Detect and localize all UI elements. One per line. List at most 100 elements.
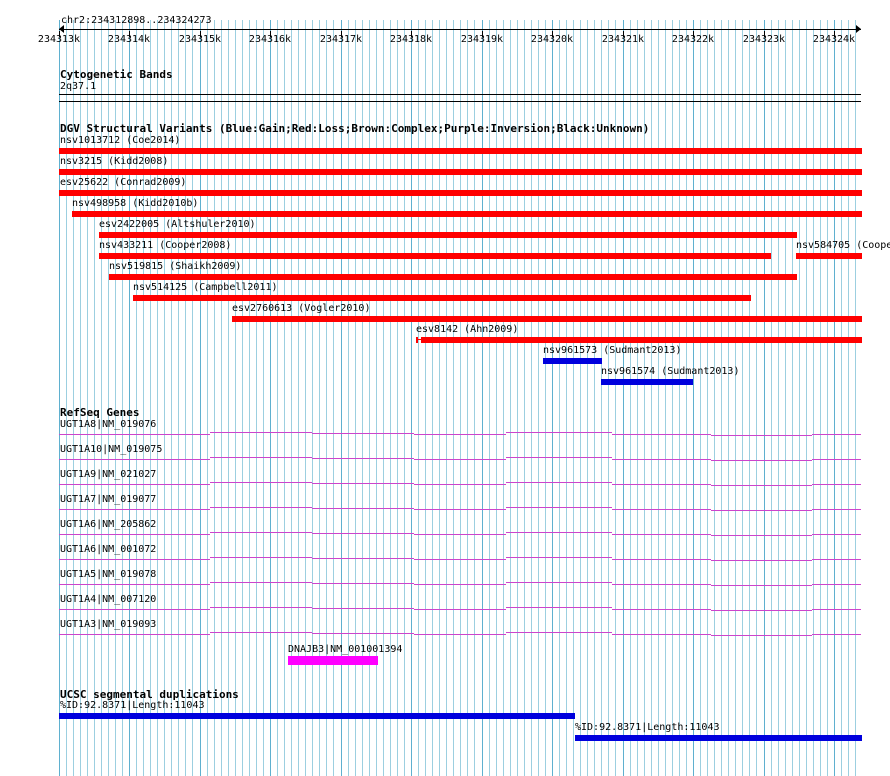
gene-intron-line[interactable] — [711, 635, 812, 636]
gene-intron-line[interactable] — [612, 534, 711, 535]
dgv-feature-label[interactable]: nsv519815 (Shaikh2009) — [109, 261, 242, 272]
dgv-feature-bar[interactable] — [99, 232, 797, 238]
gene-intron-line[interactable] — [506, 482, 612, 483]
gene-intron-line[interactable] — [812, 634, 861, 635]
dgv-feature-bar[interactable] — [72, 211, 862, 217]
gene-intron-line[interactable] — [210, 482, 312, 483]
gene-intron-line[interactable] — [506, 632, 612, 633]
gene-intron-line[interactable] — [711, 535, 812, 536]
dgv-feature-label[interactable]: nsv433211 (Cooper2008) — [99, 240, 232, 251]
gene-intron-line[interactable] — [210, 532, 312, 533]
gene-intron-line[interactable] — [312, 558, 414, 559]
gene-intron-line[interactable] — [414, 484, 506, 485]
gene-intron-line[interactable] — [59, 484, 210, 485]
dgv-feature-label[interactable]: esv2422005 (Altshuler2010) — [99, 219, 256, 230]
gene-intron-line[interactable] — [812, 484, 861, 485]
gene-intron-line[interactable] — [312, 458, 414, 459]
dgv-feature-label[interactable]: nsv3215 (Kidd2008) — [60, 156, 169, 167]
gene-intron-line[interactable] — [59, 434, 210, 435]
gene-intron-line[interactable] — [812, 534, 861, 535]
gene-intron-line[interactable] — [59, 584, 210, 585]
gene-exon-bar[interactable] — [288, 656, 378, 665]
gene-intron-line[interactable] — [59, 559, 210, 560]
dgv-feature-label[interactable]: nsv961574 (Sudmant2013) — [601, 366, 740, 377]
gene-intron-line[interactable] — [812, 434, 861, 435]
gene-intron-line[interactable] — [210, 582, 312, 583]
dgv-feature-bar[interactable] — [601, 379, 693, 385]
gene-intron-line[interactable] — [414, 509, 506, 510]
dgv-feature-bar[interactable] — [59, 190, 862, 196]
gene-intron-line[interactable] — [612, 634, 711, 635]
gene-intron-line[interactable] — [812, 509, 861, 510]
gene-intron-line[interactable] — [312, 533, 414, 534]
dgv-feature-label[interactable]: esv2760613 (Vogler2010) — [232, 303, 371, 314]
cytobands-track-title[interactable]: Cytogenetic Bands — [60, 68, 173, 81]
gene-intron-line[interactable] — [312, 608, 414, 609]
dgv-feature-bar[interactable] — [796, 253, 862, 259]
gene-intron-line[interactable] — [59, 509, 210, 510]
gene-intron-line[interactable] — [612, 559, 711, 560]
gene-intron-line[interactable] — [812, 584, 861, 585]
gene-intron-line[interactable] — [414, 609, 506, 610]
dgv-feature-bar[interactable] — [543, 358, 602, 364]
dgv-feature-label[interactable]: nsv1013712 (Coe2014) — [60, 135, 181, 146]
dgv-track-title[interactable]: DGV Structural Variants (Blue:Gain;Red:L… — [60, 122, 650, 135]
gene-intron-line[interactable] — [414, 584, 506, 585]
gene-intron-line[interactable] — [506, 432, 612, 433]
dgv-feature-label[interactable]: esv8142 (Ahn2009) — [416, 324, 519, 335]
gene-intron-line[interactable] — [312, 433, 414, 434]
dgv-feature-label[interactable]: nsv584705 (Cooper — [796, 240, 890, 251]
gene-intron-line[interactable] — [506, 532, 612, 533]
gene-intron-line[interactable] — [210, 607, 312, 608]
gene-label[interactable]: UGT1A10|NM_019075 — [60, 444, 163, 455]
gene-intron-line[interactable] — [414, 434, 506, 435]
gene-intron-line[interactable] — [312, 508, 414, 509]
segdup-feature-bar[interactable] — [59, 713, 575, 719]
gene-intron-line[interactable] — [506, 457, 612, 458]
gene-intron-line[interactable] — [414, 459, 506, 460]
segdup-feature-bar[interactable] — [575, 735, 862, 741]
gene-intron-line[interactable] — [59, 534, 210, 535]
gene-intron-line[interactable] — [312, 633, 414, 634]
gene-intron-line[interactable] — [711, 460, 812, 461]
dgv-feature-label[interactable]: nsv514125 (Campbell2011) — [133, 282, 278, 293]
gene-intron-line[interactable] — [711, 485, 812, 486]
gene-intron-line[interactable] — [210, 632, 312, 633]
gene-intron-line[interactable] — [711, 610, 812, 611]
gene-intron-line[interactable] — [506, 557, 612, 558]
gene-intron-line[interactable] — [414, 634, 506, 635]
gene-intron-line[interactable] — [506, 607, 612, 608]
gene-label[interactable]: UGT1A6|NM_205862 — [60, 519, 157, 530]
dgv-feature-bar[interactable] — [133, 295, 751, 301]
gene-label[interactable]: DNAJB3|NM_001001394 — [288, 644, 403, 655]
segdup-feature-label[interactable]: %ID:92.8371|Length:11043 — [575, 722, 720, 733]
gene-intron-line[interactable] — [312, 583, 414, 584]
cytoband-label[interactable]: 2q37.1 — [60, 81, 97, 92]
gene-label[interactable]: UGT1A5|NM_019078 — [60, 569, 157, 580]
gene-intron-line[interactable] — [210, 557, 312, 558]
segdups-track-title[interactable]: UCSC segmental duplications — [60, 688, 239, 701]
gene-label[interactable]: UGT1A7|NM_019077 — [60, 494, 157, 505]
dgv-feature-bar[interactable] — [59, 148, 862, 154]
gene-intron-line[interactable] — [210, 432, 312, 433]
gene-intron-line[interactable] — [612, 509, 711, 510]
gene-intron-line[interactable] — [414, 559, 506, 560]
gene-intron-line[interactable] — [210, 457, 312, 458]
dgv-feature-label[interactable]: esv25622 (Conrad2009) — [60, 177, 187, 188]
gene-label[interactable]: UGT1A4|NM_007120 — [60, 594, 157, 605]
dgv-feature-bar[interactable] — [421, 337, 862, 343]
gene-intron-line[interactable] — [59, 609, 210, 610]
gene-intron-line[interactable] — [506, 582, 612, 583]
refseq-track-title[interactable]: RefSeq Genes — [60, 406, 140, 419]
gene-label[interactable]: UGT1A8|NM_019076 — [60, 419, 157, 430]
segdup-feature-label[interactable]: %ID:92.8371|Length:11043 — [60, 700, 205, 711]
gene-intron-line[interactable] — [59, 634, 210, 635]
gene-label[interactable]: UGT1A3|NM_019093 — [60, 619, 157, 630]
dgv-feature-label[interactable]: nsv498958 (Kidd2010b) — [72, 198, 199, 209]
gene-intron-line[interactable] — [812, 559, 861, 560]
gene-intron-line[interactable] — [711, 560, 812, 561]
dgv-feature-label[interactable]: nsv961573 (Sudmant2013) — [543, 345, 682, 356]
gene-intron-line[interactable] — [210, 507, 312, 508]
gene-intron-line[interactable] — [312, 483, 414, 484]
gene-label[interactable]: UGT1A9|NM_021027 — [60, 469, 157, 480]
